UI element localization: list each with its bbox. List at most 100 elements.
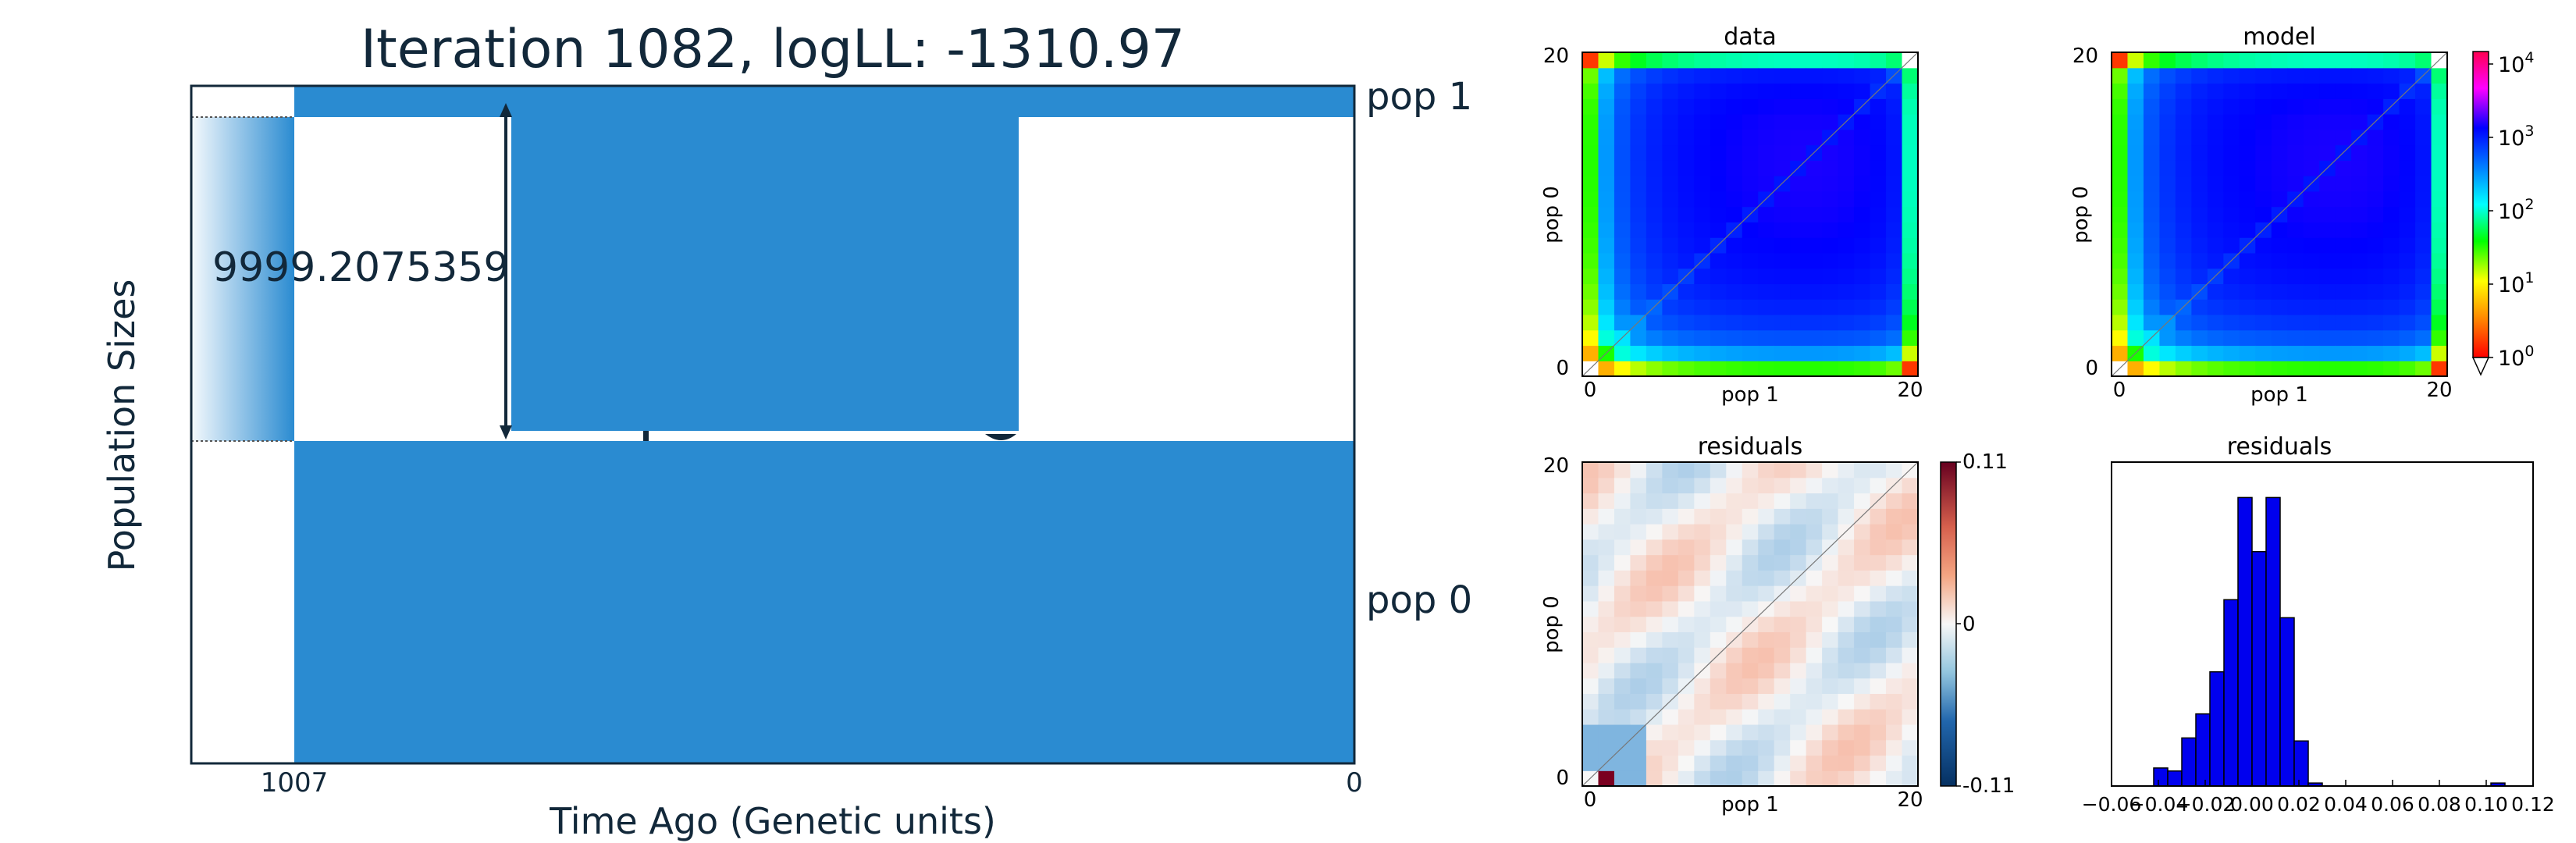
resid-heatmap-cell	[1598, 585, 1615, 602]
model-heatmap-cell	[2191, 190, 2208, 208]
data-heatmap-cell	[1614, 67, 1631, 84]
data-heatmap-cell	[1854, 345, 1871, 361]
data-heatmap-cell	[1790, 83, 1807, 99]
data-heatmap-cell	[1646, 222, 1663, 238]
data-heatmap-cell	[1806, 299, 1823, 315]
model-heatmap-cell	[2303, 345, 2320, 361]
resid-heatmap-cell	[1614, 477, 1631, 494]
model-heatmap-cell	[2207, 160, 2224, 176]
resid-heatmap-cell	[1614, 770, 1631, 787]
model-heatmap-cell	[2319, 237, 2336, 254]
resid-heatmap-cell	[1758, 647, 1775, 663]
resid-heatmap-cell	[1646, 678, 1663, 695]
data-heatmap-cell	[1582, 83, 1599, 99]
resid-heatmap-cell	[1902, 739, 1919, 756]
resid-heatmap-cell	[1886, 493, 1903, 509]
data-frame	[1582, 52, 1919, 377]
resid-heatmap-cell	[1646, 600, 1663, 617]
data-heatmap-cell	[1902, 268, 1919, 285]
resid-heatmap-cell	[1726, 539, 1743, 556]
model-heatmap-cell	[2175, 144, 2192, 161]
model-heatmap-cell	[2351, 190, 2368, 208]
resid-heatmap-cell	[1742, 662, 1759, 679]
data-heatmap-cell	[1854, 144, 1871, 161]
model-heatmap-cell	[2351, 98, 2368, 115]
resid-heatmap-cell	[1822, 739, 1839, 756]
resid-heatmap-cell	[1790, 508, 1807, 525]
hist-tick-label: 0.08	[2418, 793, 2461, 816]
resid-heatmap-cell	[1614, 616, 1631, 632]
resid-heatmap-cell	[1886, 508, 1903, 525]
data-heatmap-cell	[1710, 129, 1727, 146]
model-heatmap-cell	[2159, 176, 2176, 192]
resid-heatmap-cell	[1870, 724, 1887, 741]
resid-heatmap-cell	[1854, 770, 1871, 787]
model-heatmap-cell	[2159, 67, 2176, 84]
model-heatmap-cell	[2399, 314, 2416, 331]
data-heatmap-cell	[1870, 114, 1887, 130]
resid-heatmap-cell	[1742, 693, 1759, 710]
data-heatmap-cell	[1902, 98, 1919, 115]
model-heatmap-cell	[2223, 268, 2240, 285]
data-heatmap-cell	[1710, 361, 1727, 377]
data-heatmap-cell	[1614, 314, 1631, 331]
data-heatmap-cell	[1614, 237, 1631, 254]
model-heatmap-cell	[2191, 314, 2208, 331]
pop1-label: pop 1	[1366, 75, 1472, 119]
model-heatmap-cell	[2287, 83, 2304, 99]
resid-heatmap-cell	[1902, 508, 1919, 525]
resid-heatmap-cell	[1678, 647, 1695, 663]
data-heatmap-cell	[1886, 345, 1903, 361]
data-heatmap-cell	[1774, 314, 1791, 331]
model-heatmap-cell	[2223, 314, 2240, 331]
model-heatmap-cell	[2239, 361, 2256, 377]
data-heatmap-cell	[1662, 206, 1679, 222]
model-heatmap-cell	[2319, 361, 2336, 377]
model-heatmap-cell	[2399, 206, 2416, 222]
resid-heatmap-cell	[1598, 662, 1615, 679]
model-heatmap-cell	[2255, 361, 2272, 377]
model-heatmap-cell	[2255, 160, 2272, 176]
hist-frame	[2111, 461, 2534, 787]
resid-heatmap-cell	[1678, 662, 1695, 679]
resid-heatmap-cell	[1646, 493, 1663, 509]
resid-heatmap-cell	[1582, 462, 1599, 478]
model-heatmap-cell	[2383, 52, 2400, 69]
data-heatmap-cell	[1630, 67, 1647, 84]
resid-heatmap-cell	[1694, 600, 1711, 617]
model-heatmap-cell	[2127, 98, 2144, 115]
data-heatmap-cell	[1678, 52, 1695, 69]
model-heatmap-cell	[2415, 222, 2432, 238]
resid-heatmap-cell	[1902, 724, 1919, 741]
data-heatmap-cell	[1774, 329, 1791, 347]
hist-tick-label: 0.00	[2230, 793, 2274, 816]
model-heatmap-cell	[2351, 52, 2368, 69]
data-heatmap-cell	[1886, 83, 1903, 99]
resid-heatmap-cell	[1854, 539, 1871, 556]
data-heatmap-cell	[1598, 283, 1615, 300]
model-heatmap-cell	[2143, 52, 2161, 69]
data-heatmap-cell	[1582, 222, 1599, 238]
resid-heatmap-cell	[1774, 539, 1791, 556]
model-heatmap-cell	[2127, 361, 2144, 377]
resid-heatmap-cell	[1662, 739, 1679, 756]
log-cbar-exponent: 2	[2524, 196, 2534, 213]
resid-heatmap-cell	[1822, 554, 1839, 571]
model-heatmap-cell	[2335, 98, 2352, 115]
model-heatmap-cell	[2127, 283, 2144, 300]
data-heatmap-cell	[1598, 114, 1615, 130]
data-heatmap-cell	[1870, 252, 1887, 269]
model-heatmap-cell	[2223, 206, 2240, 222]
resid-heatmap-cell	[1646, 554, 1663, 571]
resid-heatmap-cell	[1582, 585, 1599, 602]
resid-heatmap-cell	[1678, 462, 1695, 478]
data-heatmap-cell	[1838, 98, 1855, 115]
model-heatmap-cell	[2239, 160, 2256, 176]
resid-heatmap-cell	[1726, 554, 1743, 571]
model-heatmap-cell	[2207, 299, 2224, 315]
data-heatmap-cell	[1726, 314, 1743, 331]
model-heatmap-cell	[2271, 268, 2288, 285]
data-heatmap-cell	[1726, 98, 1743, 115]
data-heatmap-cell	[1838, 268, 1855, 285]
data-heatmap-cell	[1758, 345, 1775, 361]
